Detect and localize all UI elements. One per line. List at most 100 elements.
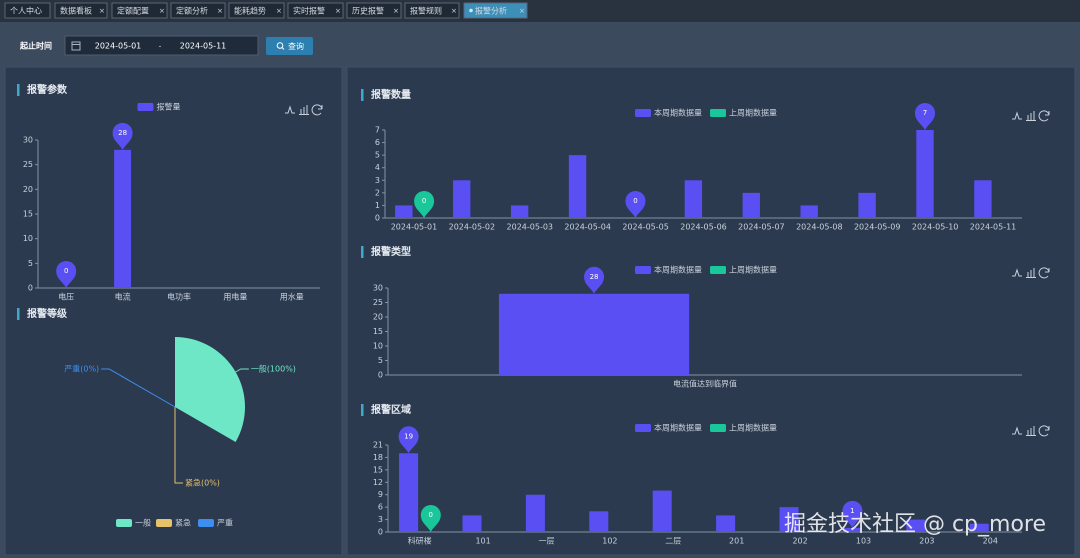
tab[interactable] — [346, 2, 402, 19]
refresh-icon[interactable] — [1038, 425, 1050, 437]
slice-label: 一般(100%) — [251, 364, 296, 374]
tab-close[interactable]: × — [519, 7, 525, 15]
tab-close[interactable]: × — [159, 7, 165, 15]
legend-label: 上周期数据量 — [729, 423, 777, 433]
y-tick-label: 5 — [378, 356, 383, 365]
bar — [568, 155, 587, 218]
y-tick-label: 0 — [378, 528, 383, 537]
tab-close[interactable]: × — [335, 7, 341, 15]
bar-chart-icon[interactable] — [1026, 426, 1036, 436]
bar — [589, 511, 609, 532]
y-tick-label: 15 — [373, 465, 383, 474]
date-separator: - — [159, 42, 162, 51]
search-icon — [276, 42, 285, 50]
tab[interactable] — [54, 2, 108, 19]
slice-label: 紧急(0%) — [185, 478, 220, 488]
tab[interactable] — [111, 2, 168, 19]
legend-label: 紧急 — [175, 518, 191, 528]
x-tick-label: 2024-05-10 — [912, 223, 959, 232]
title-accent — [361, 404, 364, 416]
mark-pin — [398, 426, 419, 454]
mark-pin — [625, 191, 646, 218]
tab[interactable] — [404, 2, 460, 19]
tab-label[interactable]: 定额分析 — [176, 6, 208, 16]
y-tick-label: 15 — [373, 327, 383, 336]
x-tick-label: 电功率 — [167, 292, 191, 302]
legend-swatch — [710, 424, 726, 432]
bar — [858, 192, 876, 218]
pin-label: 0 — [633, 197, 637, 205]
line-chart-icon[interactable] — [1012, 111, 1022, 120]
tab-close[interactable]: × — [393, 7, 399, 15]
tab-label[interactable]: 数据看板 — [60, 6, 92, 16]
legend-swatch — [137, 103, 154, 111]
tab-label[interactable]: 报警分析 — [475, 6, 507, 16]
y-tick-label: 0 — [375, 214, 380, 223]
tab-label[interactable]: 能耗趋势 — [234, 6, 266, 16]
tab-close[interactable]: × — [276, 7, 282, 15]
y-tick-label: 12 — [373, 478, 383, 487]
x-tick-label: 101 — [475, 537, 490, 546]
line-chart-icon[interactable] — [285, 105, 295, 114]
x-tick-label: 102 — [602, 537, 617, 546]
x-tick-label: 2024-05-03 — [507, 223, 554, 232]
tab-close[interactable]: × — [217, 7, 223, 15]
legend-label: 严重 — [217, 518, 233, 528]
y-tick-label: 0 — [378, 371, 383, 380]
tab[interactable] — [463, 2, 528, 19]
legend-label: 本周期数据量 — [654, 423, 702, 433]
refresh-icon[interactable] — [311, 104, 323, 116]
mark-pin — [112, 122, 133, 150]
line-chart-icon[interactable] — [1012, 268, 1022, 277]
end-date[interactable]: 2024-05-11 — [180, 42, 227, 51]
bar — [652, 490, 672, 532]
x-tick-label: 2024-05-05 — [622, 223, 669, 232]
tab[interactable] — [4, 2, 51, 19]
bar — [742, 192, 760, 218]
tab[interactable] — [228, 2, 285, 19]
y-tick-label: 15 — [23, 210, 33, 219]
tab-close[interactable]: × — [451, 7, 457, 15]
query-button[interactable] — [266, 37, 313, 55]
legend-swatch — [635, 109, 651, 117]
date-range[interactable] — [64, 35, 259, 56]
y-tick-label: 20 — [373, 313, 383, 322]
right-panel — [346, 66, 1076, 556]
tab-label[interactable]: 个人中心 — [10, 6, 42, 16]
bar-chart-icon[interactable] — [1026, 268, 1036, 278]
rose-slice — [175, 337, 245, 442]
bar-chart-icon[interactable] — [299, 105, 309, 115]
x-tick-label: 2024-05-04 — [564, 223, 611, 232]
x-tick-label: 2024-05-09 — [854, 223, 901, 232]
filter-label: 起止时间 — [19, 41, 52, 51]
slice-label: 严重(0%) — [64, 364, 99, 374]
tab-label[interactable]: 定额配置 — [117, 6, 149, 16]
pin-label: 19 — [404, 432, 413, 440]
legend-label: 本周期数据量 — [654, 108, 702, 118]
legend-label: 上周期数据量 — [729, 265, 777, 275]
pin-label: 0 — [429, 511, 433, 519]
tab[interactable] — [170, 2, 226, 19]
refresh-icon[interactable] — [1038, 110, 1050, 122]
tab-label[interactable]: 实时报警 — [293, 6, 325, 16]
bar — [916, 130, 934, 218]
y-tick-label: 6 — [375, 138, 380, 147]
tab-label[interactable]: 报警规则 — [410, 6, 442, 16]
x-tick-label: 2024-05-02 — [449, 223, 496, 232]
x-tick-label: 2024-05-06 — [680, 223, 727, 232]
bar-chart-icon[interactable] — [1026, 111, 1036, 121]
refresh-icon[interactable] — [1038, 267, 1050, 279]
query-label[interactable]: 查询 — [288, 41, 304, 51]
start-date[interactable]: 2024-05-01 — [95, 42, 142, 51]
label-line — [174, 407, 183, 484]
tab-close[interactable]: × — [99, 7, 105, 15]
tab-label[interactable]: 历史报警 — [352, 6, 384, 16]
y-tick-label: 21 — [373, 441, 383, 450]
line-chart-icon[interactable] — [1012, 426, 1022, 435]
x-tick-label: 电流值达到临界值 — [673, 379, 737, 389]
tab[interactable] — [287, 2, 344, 19]
y-tick-label: 4 — [375, 163, 380, 172]
pin-label: 28 — [118, 129, 127, 137]
